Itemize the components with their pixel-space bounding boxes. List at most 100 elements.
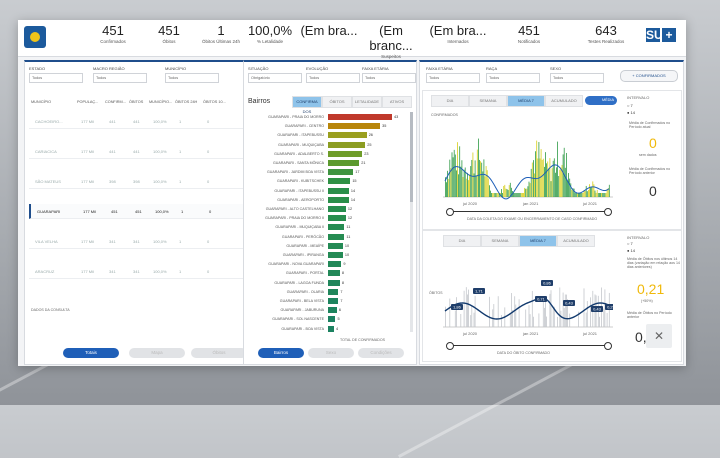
daily-bar [607,188,609,197]
filter-faixa-etaria-right[interactable]: FAIXA ETÁRIA Todos [426,66,480,83]
filter-faixa-etaria[interactable]: FAIXA ETÁRIA Todos [362,66,416,83]
kpi-notificados: 451 Notificados [504,23,554,45]
bar[interactable] [328,132,367,139]
bar[interactable] [328,288,339,295]
condicoes-button[interactable]: Condições [358,348,404,358]
bar[interactable] [328,187,349,194]
table-row[interactable]: SÃO MATEUS 177 Mil 398 398 100,0% 1 0 [29,174,255,189]
media-toggle[interactable]: MÉDIA [585,96,617,105]
tab-semana[interactable]: SEMANA [469,95,507,107]
bar[interactable] [328,325,334,332]
filter-estado[interactable]: ESTADO Todos [29,66,83,83]
daily-bar [467,172,468,197]
mapa-button[interactable]: Mapa [129,348,185,358]
bar[interactable] [328,114,392,120]
bar[interactable] [328,206,346,212]
bar[interactable] [328,215,346,222]
daily-bar [547,161,549,197]
obitos-button[interactable]: Óbitos [191,348,247,358]
filter-select[interactable]: Todos [486,73,540,83]
bar[interactable] [328,178,351,185]
bar[interactable] [328,196,349,203]
filter-select[interactable]: Todos [426,73,480,83]
filter-select[interactable]: Todos [550,73,604,83]
bar[interactable] [328,242,343,249]
tab-obitos[interactable]: ÓBITOS [322,96,352,108]
bar[interactable] [328,123,381,130]
filter-select[interactable]: Todos [165,73,219,83]
date-range-slider[interactable] [446,208,612,216]
tab-letalidade[interactable]: LETALIDADE [352,96,382,108]
bar[interactable] [328,224,345,231]
table-row[interactable]: VILA VELHA 177 Mil 341 341 100,0% 1 0 [29,234,255,249]
table-row[interactable]: CACHOEIRO... 177 Mil 441 441 100,0% 1 0 [29,114,255,129]
tab-acumulado[interactable]: ACUMULADO [557,235,595,247]
column-header[interactable]: MUNICÍPIO... [149,100,173,104]
confirmados-action-button[interactable]: + CONFIRMADOS [620,70,678,82]
tab-semana[interactable]: SEMANA [481,235,519,247]
daily-bar [470,315,472,327]
radio-7[interactable]: ○ 7 [627,241,633,246]
column-header[interactable]: MUNICÍPIO [31,100,52,104]
date-range-slider[interactable] [446,342,612,350]
radio-14[interactable]: ● 14 [627,248,635,253]
bar[interactable] [328,252,343,258]
bar[interactable] [328,270,340,277]
tab-media-7[interactable]: MÉDIA 7 [507,95,545,107]
tab-media-7[interactable]: MÉDIA 7 [519,235,557,247]
daily-bar [545,152,546,197]
bar[interactable] [328,233,345,240]
bar[interactable] [328,150,363,157]
filter-select[interactable]: Todos [362,73,416,83]
radio-14[interactable]: ● 14 [627,110,635,115]
table-row[interactable]: GUARAPARI 177 Mil 451 451 100,0% 1 0 [29,204,257,219]
table-row[interactable]: CARIACICA 177 Mil 441 441 100,0% 1 0 [29,144,255,159]
bar[interactable] [328,160,360,166]
filter-select[interactable]: Todos [29,73,83,83]
daily-bar [553,158,555,197]
bar[interactable] [328,307,337,314]
tab-dia[interactable]: DIA [431,95,469,107]
daily-bar [571,189,573,197]
bairros-button[interactable]: Bairros [258,348,304,358]
column-header[interactable]: ÓBITOS 10... [203,100,226,104]
filter-macro-regiao[interactable]: MACRO REGIÃO Todos [93,66,147,83]
column-header[interactable]: POPULAÇ... [77,100,99,104]
bar[interactable] [328,316,336,323]
column-header[interactable]: ÓBITOS 24H [175,100,198,104]
bar-value: 8 [341,271,345,276]
bar[interactable] [328,261,342,268]
scrollbar[interactable] [410,112,413,332]
sexo-button[interactable]: Sexo [308,348,354,358]
filter-select[interactable]: Todos [306,73,360,83]
column-header[interactable]: ÓBITOS [129,100,144,104]
daily-bar [564,294,566,327]
filter-raca[interactable]: RAÇA Todos [486,66,540,83]
obitos-chart[interactable]: 1,86 1,71 0,86 0,71 0,43 0,43 0,29 jul 2020 jan … [429,249,613,337]
filter-select[interactable]: Todos [93,73,147,83]
table-row[interactable]: ARACRUZ 177 Mil 341 341 100,0% 1 0 [29,264,255,279]
tab-confirmados[interactable]: CONFIRMA DOS [292,96,322,114]
bar[interactable] [328,169,354,176]
filter-municipio[interactable]: MUNICÍPIO Todos [165,66,219,83]
filter-evolucao[interactable]: EVOLUÇÃO Todos [306,66,360,83]
filter-select[interactable]: Obrigatório [248,73,302,83]
daily-bar [446,182,447,197]
totais-button[interactable]: Totais [63,348,119,358]
radio-7[interactable]: ○ 7 [627,103,633,108]
column-header[interactable]: CONFIRM... [105,100,126,104]
close-button[interactable]: ✕ [646,324,672,348]
filter-sexo[interactable]: SEXO Todos [550,66,604,83]
bar[interactable] [328,141,366,148]
daily-bar [447,170,448,197]
kpi-value: 451 [518,23,540,38]
daily-bar [566,152,567,197]
bar-value: 17 [355,170,360,175]
confirmados-chart[interactable]: jul 2020 jan 2021 jul 2021 [429,119,613,211]
tab-dia[interactable]: DIA [443,235,481,247]
filter-situacao[interactable]: SITUAÇÃO Obrigatório [248,66,302,83]
tab-ativos[interactable]: ATIVOS [382,96,412,108]
bar[interactable] [328,298,339,304]
tab-acumulado[interactable]: ACUMULADO [545,95,583,107]
bar[interactable] [328,279,340,286]
